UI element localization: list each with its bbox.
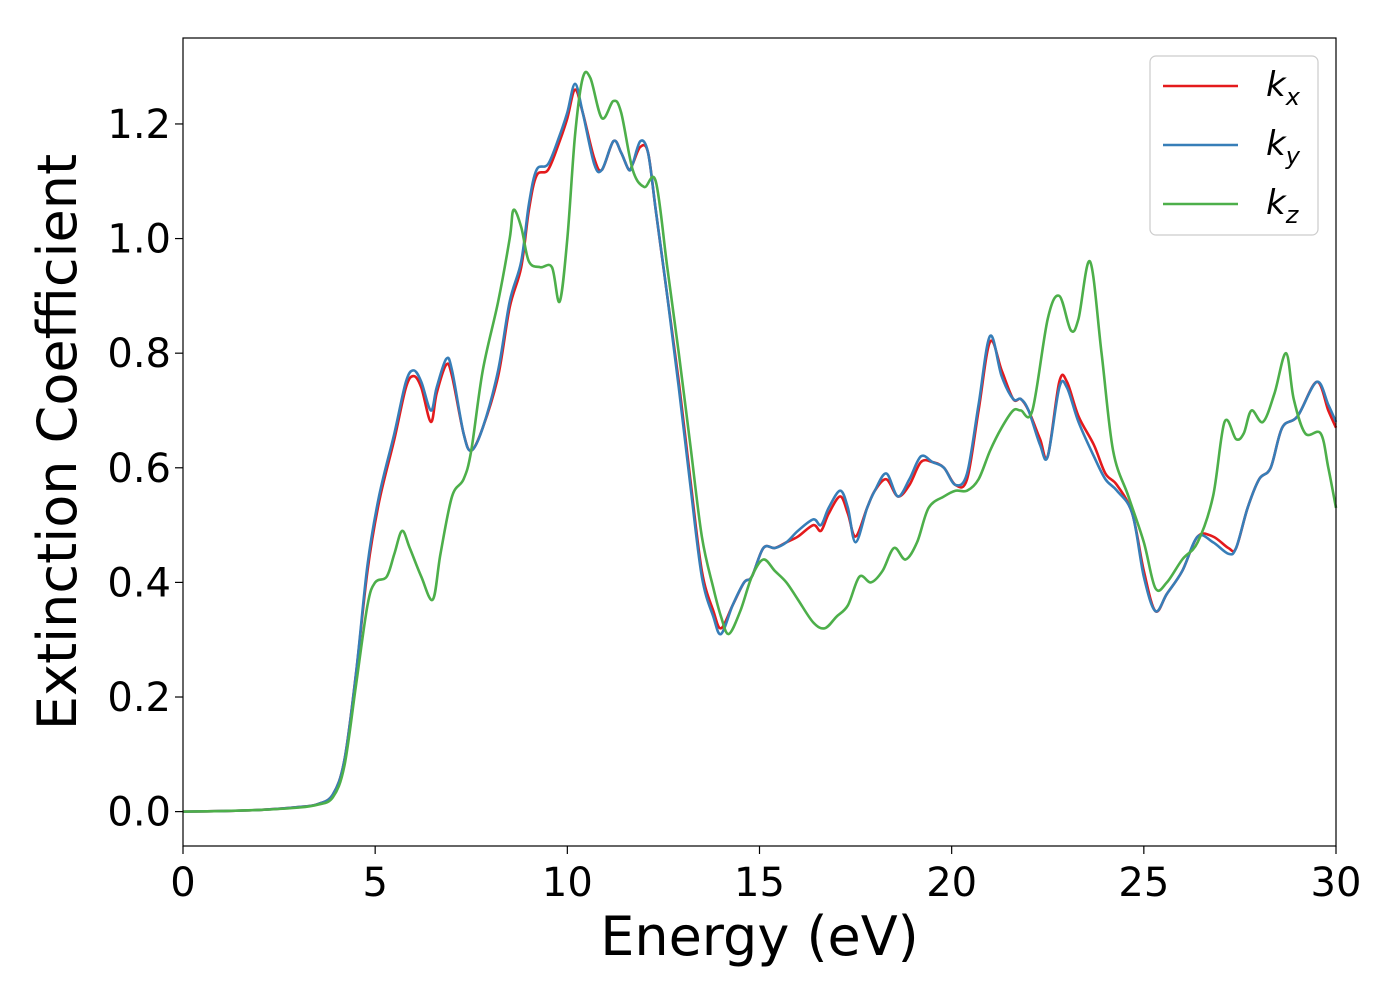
x-tick-label: 5 xyxy=(362,860,387,906)
y-axis-ticks: 0.0 0.2 0.4 0.6 0.8 1.0 1.2 xyxy=(107,102,183,836)
y-axis-title: Extinction Coefficient xyxy=(26,154,89,730)
x-axis-ticks: 0 5 10 15 20 25 30 xyxy=(170,846,1361,906)
legend-label-kx: kx xyxy=(1266,65,1301,111)
legend: kx ky kz xyxy=(1149,55,1319,236)
y-tick-label: 1.2 xyxy=(107,102,171,148)
series-line-kz xyxy=(182,70,1338,813)
x-tick-label: 10 xyxy=(542,860,593,906)
x-tick-label: 30 xyxy=(1311,860,1362,906)
x-tick-label: 20 xyxy=(926,860,977,906)
x-tick-label: 0 xyxy=(170,860,195,906)
series-lines xyxy=(182,70,1338,813)
x-axis-title: Energy (eV) xyxy=(600,905,919,968)
legend-label-ky: ky xyxy=(1266,124,1301,170)
series-line-ky xyxy=(182,82,1338,813)
y-tick-label: 0.4 xyxy=(107,560,171,606)
legend-label-kz: kz xyxy=(1266,183,1300,229)
y-tick-label: 0.2 xyxy=(107,675,171,721)
y-tick-label: 0.0 xyxy=(107,790,171,836)
y-tick-label: 1.0 xyxy=(107,217,171,263)
y-tick-label: 0.6 xyxy=(107,446,171,492)
x-tick-label: 25 xyxy=(1118,860,1169,906)
y-tick-label: 0.8 xyxy=(107,331,171,377)
x-tick-label: 15 xyxy=(734,860,785,906)
